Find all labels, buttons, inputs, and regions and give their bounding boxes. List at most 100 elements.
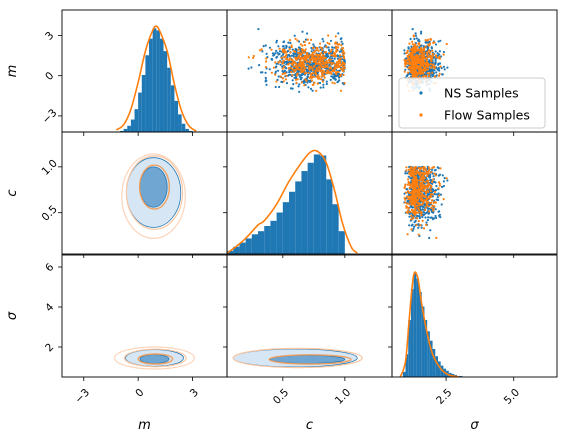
flow-sample-point — [306, 38, 309, 41]
flow-sample-point — [418, 204, 421, 207]
flow-sample-point — [283, 51, 286, 55]
flow-sample-point — [428, 42, 432, 45]
hist-bar — [251, 234, 259, 254]
hist-bar — [145, 55, 150, 132]
flow-sample-point — [285, 58, 288, 61]
flow-sample-point — [417, 206, 420, 209]
flow-sample-point — [326, 69, 329, 72]
flow-sample-point — [304, 66, 307, 69]
flow-sample-point — [406, 195, 409, 198]
ns-sample-point — [312, 43, 315, 46]
ns-sample-point — [403, 52, 406, 55]
flow-sample-point — [297, 55, 300, 58]
ns-sample-point — [268, 46, 271, 49]
hist-bar — [432, 349, 436, 377]
flow-sample-point — [425, 172, 428, 175]
flow-sample-point — [422, 189, 425, 193]
flow-sample-point — [430, 60, 433, 63]
flow-sample-point — [310, 76, 313, 79]
flow-sample-point — [430, 193, 433, 196]
flow-sample-point — [407, 57, 410, 60]
ns-sample-point — [297, 85, 300, 88]
flow-sample-point — [316, 82, 319, 85]
flow-sample-point — [411, 51, 414, 55]
ns-sample-point — [319, 86, 322, 89]
ns-sample-point — [331, 57, 334, 60]
flow-sample-point — [275, 80, 278, 83]
flow-sample-point — [427, 190, 430, 193]
flow-sample-point — [429, 37, 432, 41]
hist-bar — [421, 306, 425, 377]
flow-sample-point — [422, 173, 426, 176]
ns-sample-point — [282, 41, 285, 44]
ns-sample-point — [437, 167, 440, 170]
flow-sample-point — [421, 71, 424, 74]
flow-sample-point — [294, 78, 298, 81]
flow-sample-point — [323, 71, 326, 74]
flow-sample-point — [415, 224, 418, 227]
flow-sample-point — [339, 73, 342, 76]
ns-sample-point — [309, 87, 313, 90]
flow-sample-point — [325, 61, 328, 65]
hist-bar — [188, 130, 193, 132]
flow-sample-point — [426, 186, 429, 189]
hist-bar — [227, 250, 234, 254]
flow-sample-point — [420, 214, 423, 217]
ns-sample-point — [304, 38, 308, 41]
ns-sample-point — [439, 193, 443, 196]
ns-sample-point — [428, 236, 431, 240]
flow-sample-point — [315, 59, 318, 62]
flow-sample-point — [299, 43, 302, 46]
flow-sample-point — [330, 54, 333, 57]
ns-sample-point — [429, 69, 432, 72]
ns-sample-point — [404, 172, 407, 175]
ns-sample-point — [322, 83, 325, 86]
flow-sample-point — [415, 173, 418, 176]
flow-sample-point — [425, 170, 428, 173]
x-axis-label-1: c — [306, 418, 313, 433]
flow-sample-point — [294, 69, 297, 72]
flow-sample-point — [406, 49, 409, 53]
ns-sample-point — [277, 75, 280, 78]
ns-sample-point — [441, 185, 444, 189]
ns-sample-point — [285, 61, 289, 64]
ns-sample-point — [434, 214, 437, 218]
flow-sample-point — [432, 201, 435, 204]
flow-sample-point — [307, 71, 310, 75]
flow-sample-point — [407, 67, 410, 70]
flow-sample-point — [410, 228, 413, 231]
ns-sample-point — [438, 210, 441, 213]
flow-sample-point — [327, 58, 330, 62]
flow-sample-point — [288, 48, 291, 51]
ns-sample-point — [427, 216, 430, 219]
flow-sample-point — [428, 44, 431, 47]
flow-sample-point — [425, 190, 428, 193]
flow-sample-point — [314, 49, 317, 52]
flow-sample-point — [426, 72, 429, 75]
flow-sample-point — [427, 172, 430, 175]
flow-sample-point — [426, 62, 429, 65]
flow-sample-point — [303, 84, 306, 87]
flow-sample-point — [429, 202, 432, 205]
flow-sample-point — [309, 38, 313, 42]
flow-sample-point — [315, 46, 318, 50]
ns-sample-point — [327, 48, 331, 52]
flow-sample-point — [300, 53, 303, 56]
hist-bar — [264, 226, 271, 254]
flow-sample-point — [419, 187, 423, 190]
ns-sample-point — [422, 211, 425, 214]
ns-sample-point — [416, 214, 419, 218]
ns-sample-point — [302, 81, 305, 84]
ns-sample-point — [406, 65, 409, 68]
panel-frame — [391, 131, 558, 255]
flow-sample-point — [408, 184, 411, 187]
flow-sample-point — [335, 47, 338, 50]
hist-bar — [270, 220, 277, 254]
flow-sample-point — [429, 189, 432, 193]
hist-bar — [459, 375, 463, 377]
hist-bar — [332, 204, 339, 254]
ns-sample-point — [406, 172, 409, 175]
flow-sample-point — [421, 219, 424, 222]
flow-sample-point — [427, 205, 430, 208]
flow-sample-point — [332, 62, 335, 65]
